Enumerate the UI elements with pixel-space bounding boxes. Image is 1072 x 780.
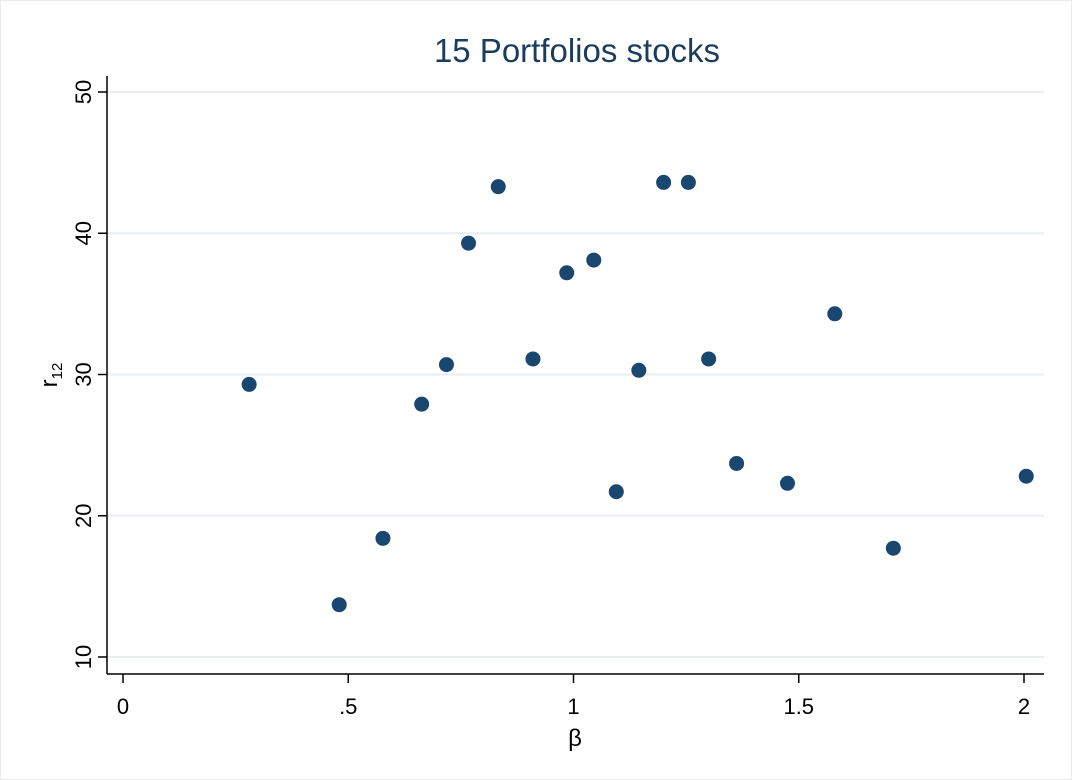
scatter-point <box>701 351 717 367</box>
y-tick-label: 10 <box>71 645 96 669</box>
scatter-point <box>827 306 843 322</box>
scatter-point <box>490 179 506 195</box>
scatter-point <box>525 351 541 367</box>
scatter-point <box>1018 468 1034 484</box>
scatter-point <box>331 597 347 613</box>
y-tick-label: 50 <box>71 80 96 104</box>
chart-title: 15 Portfolios stocks <box>434 32 720 69</box>
grid-layer <box>107 91 1044 658</box>
x-tick-label: 1 <box>567 694 579 719</box>
scatter-point <box>656 174 672 190</box>
x-tick-label: 0 <box>117 694 129 719</box>
scatter-point <box>631 362 647 378</box>
scatter-point <box>241 376 257 392</box>
ticks-layer: 10 20 30 40 50 0 .5 1 1.5 2 <box>71 80 1030 719</box>
y-tick-label: 20 <box>71 504 96 528</box>
y-axis-title-group: r12 <box>36 363 66 388</box>
scatter-point <box>885 540 901 556</box>
y-axis-title-main: r <box>36 379 63 387</box>
scatter-point <box>375 530 391 546</box>
scatter-point <box>461 235 477 251</box>
y-axis-title-subscript: 12 <box>49 363 66 380</box>
y-axis-title: r12 <box>36 363 66 388</box>
scatter-point <box>779 475 795 491</box>
scatter-point <box>414 396 430 412</box>
scatter-point <box>680 174 696 190</box>
scatter-point <box>608 484 624 500</box>
x-axis-title: β <box>568 725 582 752</box>
points-layer <box>241 174 1034 613</box>
x-tick-label: .5 <box>339 694 357 719</box>
scatter-point <box>438 357 454 373</box>
y-tick-label: 40 <box>71 221 96 245</box>
scatter-point <box>729 455 745 471</box>
scatter-point <box>559 265 575 281</box>
x-tick-label: 1.5 <box>783 694 814 719</box>
scatter-point <box>586 252 602 268</box>
x-tick-label: 2 <box>1018 694 1030 719</box>
y-tick-label: 30 <box>71 362 96 386</box>
